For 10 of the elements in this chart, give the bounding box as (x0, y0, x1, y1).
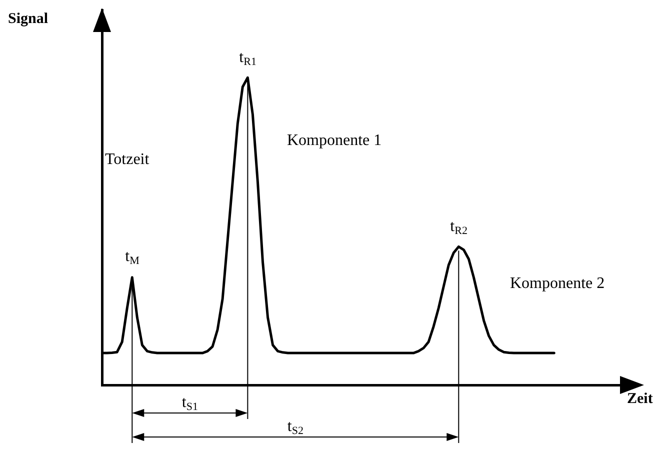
annotation: Komponente 2 (510, 275, 605, 292)
annotation: Komponente 1 (287, 132, 382, 149)
annotation: t$_{M}$ (125, 248, 140, 268)
annotation: Totzeit (105, 151, 150, 168)
x-axis-title: Zeit (627, 391, 653, 407)
y-axis-title: Signal (8, 11, 48, 27)
text: t$_{S2}$ (287, 418, 304, 437)
text: t$_{S1}$ (182, 394, 198, 413)
text: t$_{R1}$ (239, 48, 256, 68)
annotation: t$_{R2}$ (450, 218, 468, 237)
